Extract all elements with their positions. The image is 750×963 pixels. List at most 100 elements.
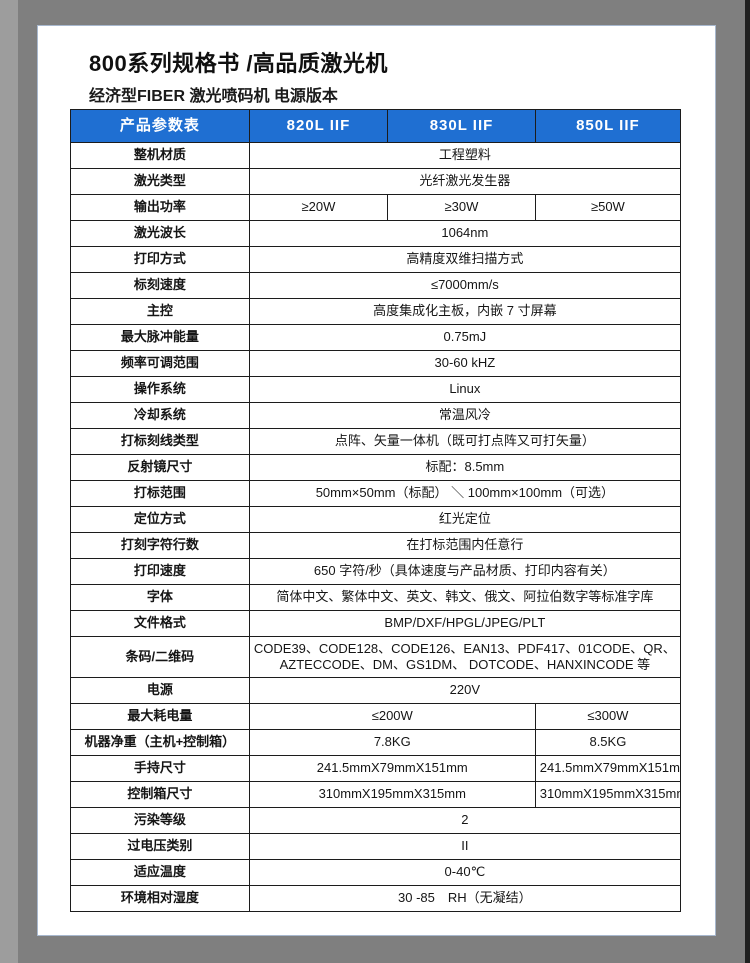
value-cell: ≤7000mm/s bbox=[248, 272, 682, 299]
table-header-row: 产品参数表 820L IIF 830L IIF 850L IIF bbox=[70, 109, 682, 143]
param-label-cell: 字体 bbox=[70, 584, 250, 611]
table-row: 激光类型 光纤激光发生器 bbox=[70, 168, 682, 195]
param-label-cell: 条码/二维码 bbox=[70, 636, 250, 678]
value-cell: 0.75mJ bbox=[248, 324, 682, 351]
table-row: 电源 220V bbox=[70, 677, 682, 704]
value-cell: 红光定位 bbox=[248, 506, 682, 533]
table-row: 打印方式 高精度双维扫描方式 bbox=[70, 246, 682, 273]
param-label-cell: 手持尺寸 bbox=[70, 755, 250, 782]
value-cell: 0-40℃ bbox=[248, 859, 682, 886]
header-model-850: 850L IIF bbox=[534, 109, 682, 143]
value-cell: 310mmX195mmX315mm bbox=[248, 781, 536, 808]
header-model-820: 820L IIF bbox=[248, 109, 389, 143]
table-row: 适应温度 0-40℃ bbox=[70, 859, 682, 886]
table-row: 条码/二维码 CODE39、CODE128、CODE126、EAN13、PDF4… bbox=[70, 636, 682, 678]
param-label-cell: 输出功率 bbox=[70, 194, 250, 221]
value-cell: ≤300W bbox=[534, 703, 682, 730]
table-row: 定位方式 红光定位 bbox=[70, 506, 682, 533]
table-row: 激光波长 1064nm bbox=[70, 220, 682, 247]
value-cell: 高度集成化主板，内嵌 7 寸屏幕 bbox=[248, 298, 682, 325]
page-title: 800系列规格书 /高品质激光机 bbox=[89, 51, 388, 76]
value-cell: ≥30W bbox=[387, 194, 536, 221]
value-cell: 50mm×50mm（标配） ＼ 100mm×100mm（可选） bbox=[248, 480, 682, 507]
table-row: 控制箱尺寸 310mmX195mmX315mm 310mmX195mmX315m… bbox=[70, 781, 682, 808]
header-param-col: 产品参数表 bbox=[70, 109, 250, 143]
value-cell: 工程塑料 bbox=[248, 142, 682, 169]
param-label-cell: 激光波长 bbox=[70, 220, 250, 247]
param-label-cell: 打印方式 bbox=[70, 246, 250, 273]
value-cell: 8.5KG bbox=[534, 729, 682, 756]
table-row: 输出功率 ≥20W ≥30W ≥50W bbox=[70, 194, 682, 221]
param-label-cell: 最大耗电量 bbox=[70, 703, 250, 730]
param-label-cell: 定位方式 bbox=[70, 506, 250, 533]
table-row: 最大脉冲能量 0.75mJ bbox=[70, 324, 682, 351]
table-row: 最大耗电量 ≤200W ≤300W bbox=[70, 703, 682, 730]
value-cell: 241.5mmX79mmX151mm bbox=[534, 755, 682, 782]
value-cell: 点阵、矢量一体机（既可打点阵又可打矢量） bbox=[248, 428, 682, 455]
value-cell: 650 字符/秒（具体速度与产品材质、打印内容有关） bbox=[248, 558, 682, 585]
table-row: 打标范围 50mm×50mm（标配） ＼ 100mm×100mm（可选） bbox=[70, 480, 682, 507]
window-right-edge bbox=[745, 0, 750, 963]
table-row: 打标刻线类型 点阵、矢量一体机（既可打点阵又可打矢量） bbox=[70, 428, 682, 455]
param-label-cell: 打标刻线类型 bbox=[70, 428, 250, 455]
value-cell: ≥50W bbox=[534, 194, 682, 221]
value-cell: 310mmX195mmX315mm bbox=[534, 781, 682, 808]
value-cell: 30-60 kHZ bbox=[248, 350, 682, 377]
table-row: 频率可调范围 30-60 kHZ bbox=[70, 350, 682, 377]
param-label-cell: 文件格式 bbox=[70, 610, 250, 637]
header-model-830: 830L IIF bbox=[387, 109, 536, 143]
value-cell: 1064nm bbox=[248, 220, 682, 247]
value-cell: 高精度双维扫描方式 bbox=[248, 246, 682, 273]
table-row: 标刻速度 ≤7000mm/s bbox=[70, 272, 682, 299]
value-cell: 常温风冷 bbox=[248, 402, 682, 429]
value-cell: 标配：8.5mm bbox=[248, 454, 682, 481]
table-row: 过电压类别 II bbox=[70, 833, 682, 860]
value-cell: II bbox=[248, 833, 682, 860]
value-cell: 简体中文、繁体中文、英文、韩文、俄文、阿拉伯数字等标准字库 bbox=[248, 584, 682, 611]
value-cell: Linux bbox=[248, 376, 682, 403]
param-label-cell: 控制箱尺寸 bbox=[70, 781, 250, 808]
param-label-cell: 过电压类别 bbox=[70, 833, 250, 860]
param-label-cell: 环境相对湿度 bbox=[70, 885, 250, 912]
table-row: 打刻字符行数 在打标范围内任意行 bbox=[70, 532, 682, 559]
param-label-cell: 冷却系统 bbox=[70, 402, 250, 429]
param-label-cell: 打标范围 bbox=[70, 480, 250, 507]
table-row: 整机材质 工程塑料 bbox=[70, 142, 682, 169]
value-cell: 241.5mmX79mmX151mm bbox=[248, 755, 536, 782]
value-cell: 220V bbox=[248, 677, 682, 704]
table-row: 冷却系统 常温风冷 bbox=[70, 402, 682, 429]
value-cell: CODE39、CODE128、CODE126、EAN13、PDF417、01CO… bbox=[248, 636, 682, 678]
table-row: 环境相对湿度 30 -85 RH（无凝结） bbox=[70, 885, 682, 912]
table-row: 污染等级 2 bbox=[70, 807, 682, 834]
value-cell: ≤200W bbox=[248, 703, 536, 730]
param-label-cell: 最大脉冲能量 bbox=[70, 324, 250, 351]
page-subtitle: 经济型FIBER 激光喷码机 电源版本 bbox=[89, 88, 338, 105]
param-label-cell: 激光类型 bbox=[70, 168, 250, 195]
param-label-cell: 机器净重（主机+控制箱） bbox=[70, 729, 250, 756]
table-row: 字体 简体中文、繁体中文、英文、韩文、俄文、阿拉伯数字等标准字库 bbox=[70, 584, 682, 611]
value-cell: 30 -85 RH（无凝结） bbox=[248, 885, 682, 912]
param-label-cell: 操作系统 bbox=[70, 376, 250, 403]
param-label-cell: 主控 bbox=[70, 298, 250, 325]
param-label-cell: 打印速度 bbox=[70, 558, 250, 585]
value-cell: 在打标范围内任意行 bbox=[248, 532, 682, 559]
table-row: 打印速度 650 字符/秒（具体速度与产品材质、打印内容有关） bbox=[70, 558, 682, 585]
value-cell: BMP/DXF/HPGL/JPEG/PLT bbox=[248, 610, 682, 637]
param-label-cell: 适应温度 bbox=[70, 859, 250, 886]
param-label-cell: 电源 bbox=[70, 677, 250, 704]
spec-table: 产品参数表 820L IIF 830L IIF 850L IIF 整机材质 工程… bbox=[70, 109, 682, 912]
param-label-cell: 反射镜尺寸 bbox=[70, 454, 250, 481]
param-label-cell: 标刻速度 bbox=[70, 272, 250, 299]
value-cell: 2 bbox=[248, 807, 682, 834]
value-cell: 光纤激光发生器 bbox=[248, 168, 682, 195]
table-row: 操作系统 Linux bbox=[70, 376, 682, 403]
table-row: 主控 高度集成化主板，内嵌 7 寸屏幕 bbox=[70, 298, 682, 325]
value-cell: 7.8KG bbox=[248, 729, 536, 756]
window-left-edge bbox=[0, 0, 18, 963]
param-label-cell: 整机材质 bbox=[70, 142, 250, 169]
table-row: 反射镜尺寸 标配：8.5mm bbox=[70, 454, 682, 481]
table-row: 机器净重（主机+控制箱） 7.8KG 8.5KG bbox=[70, 729, 682, 756]
param-label-cell: 打刻字符行数 bbox=[70, 532, 250, 559]
table-row: 文件格式 BMP/DXF/HPGL/JPEG/PLT bbox=[70, 610, 682, 637]
param-label-cell: 污染等级 bbox=[70, 807, 250, 834]
